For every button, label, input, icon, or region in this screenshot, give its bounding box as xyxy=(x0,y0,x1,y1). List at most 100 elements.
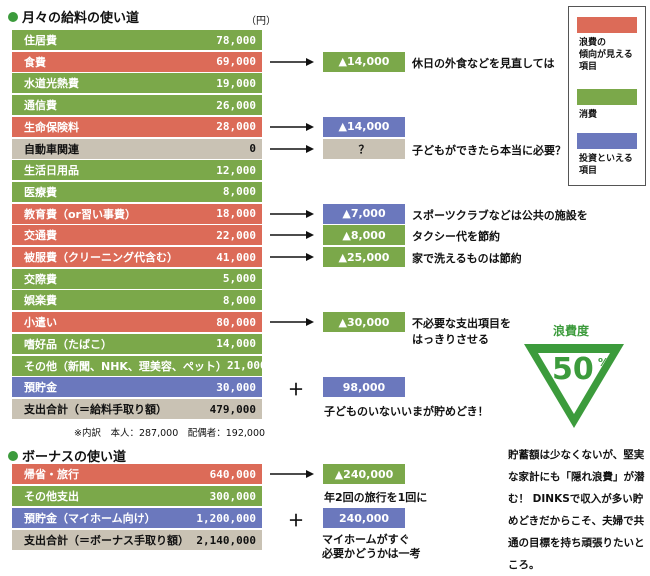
row-label: 食費 xyxy=(24,55,46,69)
advice-note: 家で洗えるものは節約 xyxy=(412,252,522,265)
waste-label: 浪費度 xyxy=(553,324,590,338)
row-amount: 80,000 xyxy=(216,315,256,329)
row-label: 交際費 xyxy=(24,272,57,286)
row-amount: 18,000 xyxy=(216,207,256,221)
row-amount: 0 xyxy=(249,142,256,155)
right-arrow-icon xyxy=(270,253,314,261)
advice-note: 子どもができたら本当に必要？ xyxy=(412,143,566,157)
row-label: 預貯金 xyxy=(24,381,57,395)
row-amount: 12,000 xyxy=(216,163,256,177)
row-label: 水道光熱費 xyxy=(24,77,79,91)
row-amount: 78,000 xyxy=(216,33,256,47)
row-amount: 5,000 xyxy=(222,272,256,286)
row-amount: 21,000 xyxy=(226,359,267,372)
section-bullet-icon xyxy=(8,450,18,461)
row-label: その他（新聞、NHK、理美容、ペット） xyxy=(24,359,227,373)
savings-delta: ▲240,000 xyxy=(323,464,405,484)
row-label: 交通費 xyxy=(24,229,57,243)
bonus-title-text: ボーナスの使い道 xyxy=(22,450,127,465)
table-row: その他（新聞、NHK、理美容、ペット） 21,000 xyxy=(12,355,267,376)
advice-note: 年2回の旅行を1回に xyxy=(324,491,428,504)
advice-note: 不必要な支出項目を はっきりさせる xyxy=(412,317,511,347)
row-label: 生活日用品 xyxy=(24,164,79,178)
savings-delta: ▲25,000 xyxy=(323,247,405,267)
table-row: 交際費 5,000 xyxy=(12,268,262,289)
legend-swatch-waste xyxy=(577,17,637,33)
row-amount: 22,000 xyxy=(216,228,256,242)
table-row: 自動車関連 0 xyxy=(12,138,262,159)
table-row: 帰省・旅行 640,000 xyxy=(12,464,262,484)
bonus-section-title: ボーナスの使い道 xyxy=(8,446,126,465)
bonus-total-row: 支出合計（＝ボーナス手取り額） 2,140,000 xyxy=(12,530,262,550)
right-arrow-icon xyxy=(270,57,314,66)
table-row: 預貯金 30,000 xyxy=(12,377,262,398)
row-label: 小遣い xyxy=(24,316,57,330)
savings-delta: ▲8,000 xyxy=(323,225,405,246)
savings-delta: ▲14,000 xyxy=(323,116,405,137)
advice-note: タクシー代を節約 xyxy=(412,230,500,244)
row-amount: 640,000 xyxy=(209,467,256,481)
row-label: 自動車関連 xyxy=(24,142,79,156)
table-row: 被服費（クリーニング代含む） 41,000 xyxy=(12,247,262,267)
savings-delta: ▲7,000 xyxy=(323,203,405,224)
right-arrow-icon xyxy=(270,318,314,327)
legend: 浪費の 傾向が見える 項目 消費 投資といえる 項目 xyxy=(568,6,646,186)
row-amount: 30,000 xyxy=(216,380,256,394)
row-amount: 69,000 xyxy=(216,55,256,69)
table-row: 小遣い 80,000 xyxy=(12,312,262,333)
right-arrow-icon xyxy=(270,122,314,131)
bonus-total-amount: 2,140,000 xyxy=(196,533,256,547)
section-bullet-icon xyxy=(8,11,18,22)
bonus-total-note: マイホームがすぐ 必要かどうかは一考 xyxy=(322,533,421,560)
monthly-section-title: 月々の給料の使い道 xyxy=(8,7,139,26)
legend-label-invest: 投資といえる 項目 xyxy=(579,154,633,176)
waste-value: 50 xyxy=(552,352,594,387)
table-row: その他支出 300,000 xyxy=(12,486,262,506)
savings-delta: 98,000 xyxy=(323,377,405,398)
plus-icon: ＋ xyxy=(288,511,305,530)
breakdown-footnote: ※内訳 本人：287,000 配偶者：192,000 xyxy=(74,428,266,439)
advice-note: 休日の外食などを見直しては xyxy=(412,56,555,70)
savings-delta: 240,000 xyxy=(323,508,405,528)
right-arrow-icon xyxy=(270,470,314,478)
row-label: 嗜好品（たばこ） xyxy=(24,337,112,351)
savings-delta: ？ xyxy=(323,138,405,159)
plus-icon: ＋ xyxy=(288,380,305,400)
row-label: 生命保険料 xyxy=(24,120,79,134)
table-row: 嗜好品（たばこ） 14,000 xyxy=(12,333,262,354)
monthly-title-text: 月々の給料の使い道 xyxy=(22,11,140,26)
table-row: 生活日用品 12,000 xyxy=(12,160,262,181)
table-row: 娯楽費 8,000 xyxy=(12,290,262,311)
row-amount: 14,000 xyxy=(216,337,256,351)
legend-swatch-consume xyxy=(577,89,637,105)
row-label: 娯楽費 xyxy=(24,294,57,308)
row-label: 医療費 xyxy=(24,185,57,199)
table-row: 食費 69,000 xyxy=(12,51,262,72)
row-amount: 19,000 xyxy=(216,76,256,90)
monthly-total-label: 支出合計（＝給料手取り額） xyxy=(24,403,167,416)
monthly-total-amount: 479,000 xyxy=(209,402,256,416)
row-amount: 8,000 xyxy=(222,185,256,199)
table-row: 交通費 22,000 xyxy=(12,225,262,246)
legend-label-consume: 消費 xyxy=(579,110,598,120)
row-amount: 26,000 xyxy=(216,98,256,112)
table-row: 医療費 8,000 xyxy=(12,181,262,202)
row-label: その他支出 xyxy=(24,490,79,503)
table-row: 生命保険料 28,000 xyxy=(12,116,262,137)
row-label: 預貯金（マイホーム向け） xyxy=(24,512,156,525)
row-label: 帰省・旅行 xyxy=(24,468,79,481)
right-arrow-icon xyxy=(270,209,314,218)
advice-note: スポーツクラブなどは公共の施設を xyxy=(412,208,588,222)
waste-unit: % xyxy=(598,356,610,369)
advice-comment: 貯蓄額は少なくないが、堅実な家計にも「隠れ浪費」が潜む！ DINKSで収入が多い… xyxy=(508,449,645,571)
row-label: 教育費（or習い事費） xyxy=(24,207,136,221)
savings-delta: ▲14,000 xyxy=(323,51,405,72)
row-label: 通信費 xyxy=(24,99,57,113)
waste-gauge-triangle-icon xyxy=(524,344,624,428)
legend-swatch-invest xyxy=(577,133,637,149)
legend-label-waste: 浪費の 傾向が見える 項目 xyxy=(579,38,633,72)
monthly-total-row: 支出合計（＝給料手取り額） 479,000 xyxy=(12,399,262,419)
row-amount: 8,000 xyxy=(222,293,256,307)
row-amount: 28,000 xyxy=(216,120,256,134)
table-row: 住居費 78,000 xyxy=(12,30,262,50)
